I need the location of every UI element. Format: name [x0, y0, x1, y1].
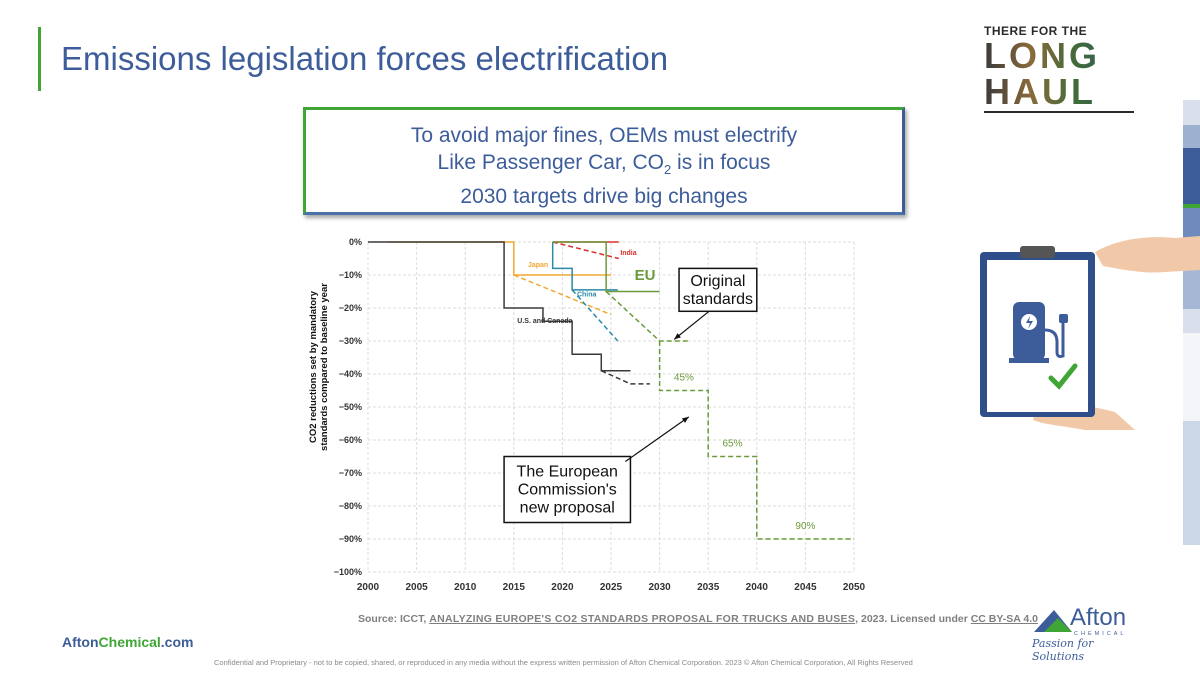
- website-part-1: Afton: [62, 634, 99, 650]
- x-tick-label: 2015: [503, 582, 526, 593]
- logo-tagline: THERE FOR THE: [984, 24, 1088, 38]
- y-tick-label: −50%: [339, 402, 362, 412]
- x-tick-label: 2010: [454, 582, 477, 593]
- chart-annotation: U.S. and Canada: [517, 318, 572, 325]
- callout-line-2-tail: is in focus: [671, 151, 771, 174]
- license-link[interactable]: CC BY-SA 4.0: [970, 613, 1039, 625]
- afton-mountain-icon: [1034, 610, 1072, 632]
- callout-text: new proposal: [520, 500, 615, 517]
- ev-charger-icon: [1009, 302, 1068, 363]
- key-points-callout: To avoid major fines, OEMs must electrif…: [303, 107, 905, 215]
- callout-arrowhead: [674, 333, 681, 340]
- hand-top: [1095, 236, 1200, 273]
- callout-line-1: To avoid major fines, OEMs must electrif…: [410, 124, 798, 147]
- title-accent-bar: [38, 27, 41, 91]
- confidentiality-footer: Confidential and Proprietary - not to be…: [214, 658, 913, 667]
- series-dashed-line: [571, 289, 619, 342]
- y-tick-label: −30%: [339, 336, 362, 346]
- chart-annotation: 90%: [795, 521, 815, 532]
- x-tick-label: 2025: [600, 582, 623, 593]
- source-prefix: Source: ICCT,: [358, 613, 430, 625]
- series-dashed-line: [600, 370, 650, 385]
- logo-wordmark: LONG HAUL: [984, 38, 1140, 110]
- y-tick-label: −10%: [339, 270, 362, 280]
- x-tick-label: 2030: [648, 582, 671, 593]
- callout-line-2: Like Passenger Car, CO2 is in focus: [306, 149, 902, 183]
- y-tick-label: −70%: [339, 468, 362, 478]
- y-tick-label: −40%: [339, 369, 362, 379]
- website-part-3: .com: [160, 634, 194, 650]
- callout-text: Original: [690, 273, 745, 290]
- website-link[interactable]: AftonChemical.com: [62, 634, 193, 650]
- series-line: [552, 241, 660, 293]
- co2-standards-chart: 2000 2005 2010 2015 2020 2025 2030 2035 2040 2045…: [308, 237, 866, 593]
- callout-arrowhead: [681, 416, 689, 423]
- series-dashed-line: [658, 341, 854, 540]
- callout-text: Commission's: [518, 482, 617, 499]
- chart-annotation: 65%: [722, 439, 742, 450]
- x-tick-label: 2005: [405, 582, 428, 593]
- checkmark-icon: [1048, 363, 1078, 390]
- long-haul-logo: THERE FOR THE LONG HAUL: [984, 24, 1140, 113]
- callout-line-3: 2030 targets drive big changes: [460, 185, 748, 209]
- series-dashed-line: [513, 274, 612, 316]
- clipboard-image: [980, 236, 1200, 430]
- series-dashed-line: [552, 241, 619, 260]
- right-edge-color-strip: [1183, 100, 1200, 545]
- callout-arrow: [673, 310, 710, 340]
- callout-subscript: 2: [663, 162, 672, 178]
- y-tick-label: −80%: [339, 501, 362, 511]
- callout-box: [503, 455, 632, 524]
- chart-annotation: EU: [635, 267, 656, 284]
- series-line: [368, 241, 631, 372]
- x-tick-label: 2040: [746, 582, 769, 593]
- afton-tagline: Passion for Solutions: [1032, 637, 1094, 663]
- x-tick-label: 2035: [697, 582, 720, 593]
- chart-annotation: China: [577, 291, 597, 298]
- source-link[interactable]: ANALYZING EUROPE'S CO2 STANDARDS PROPOSA…: [429, 613, 856, 625]
- y-axis-label: CO2 reductions set by mandatorystandards…: [308, 283, 330, 451]
- afton-chemical: CHEMICAL: [1074, 631, 1127, 637]
- page-title: Emissions legislation forces electrifica…: [61, 40, 669, 77]
- chart-annotation: Japan: [528, 262, 548, 269]
- y-tick-label: 0%: [349, 237, 362, 247]
- chart-annotation: India: [620, 250, 636, 257]
- chart-annotation: 45%: [674, 373, 694, 384]
- afton-name: Afton: [1070, 604, 1127, 631]
- series-line: [387, 241, 611, 276]
- y-tick-label: −90%: [339, 534, 362, 544]
- callout-text: standards: [683, 291, 753, 308]
- clipboard-clip: [1020, 246, 1055, 258]
- series-dashed-line: [605, 290, 689, 342]
- source-citation: Source: ICCT, ANALYZING EUROPE'S CO2 STA…: [358, 612, 1038, 627]
- callout-box: [678, 267, 758, 313]
- x-tick-label: 2020: [551, 582, 574, 593]
- x-tick-label: 2000: [357, 582, 380, 593]
- x-tick-label: 2045: [794, 582, 817, 593]
- x-tick-label: 2050: [843, 582, 866, 593]
- source-mid: , 2023. Licensed under: [855, 613, 971, 625]
- logo-underline: [984, 111, 1134, 113]
- callout-arrow: [625, 416, 690, 462]
- series-line: [551, 242, 618, 291]
- callout-text: The European: [517, 464, 618, 481]
- afton-logo: Afton CHEMICAL Passion for Solutions: [1030, 604, 1142, 663]
- callout-line-2-text: Like Passenger Car, CO: [437, 151, 664, 174]
- y-tick-label: −60%: [339, 435, 362, 445]
- website-part-2: Chemical: [98, 634, 161, 650]
- y-tick-label: −100%: [334, 567, 362, 577]
- y-tick-label: −20%: [339, 303, 362, 313]
